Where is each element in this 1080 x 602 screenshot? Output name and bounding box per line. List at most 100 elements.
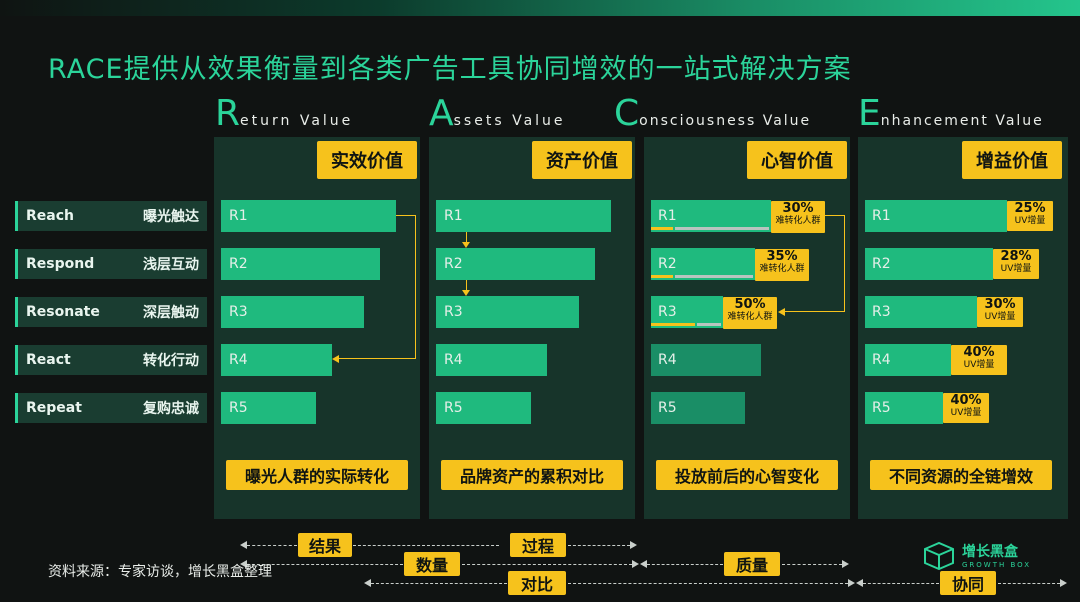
progress-track xyxy=(697,323,721,326)
bar-label: R5 xyxy=(658,400,677,416)
bar-label: R4 xyxy=(229,352,248,368)
arrow-left-icon xyxy=(240,560,247,568)
bar-label: R4 xyxy=(658,352,677,368)
bar-label: R3 xyxy=(229,304,248,320)
enhancement-tag-r1: 25% UV增量 xyxy=(1007,201,1053,231)
enhancement-bar-r4 xyxy=(865,344,951,376)
row-label-resonate: Resonate 深层触动 xyxy=(15,297,207,327)
tag-sub: 难转化人群 xyxy=(759,264,805,274)
enhancement-bar-r3 xyxy=(865,296,977,328)
tag-percent: 50% xyxy=(734,297,766,312)
arrow-left-icon xyxy=(240,541,247,549)
arrow-right-icon xyxy=(842,560,849,568)
assets-bar-r1 xyxy=(436,200,611,232)
bar-label: R5 xyxy=(229,400,248,416)
dashed-line xyxy=(462,564,632,565)
flow-line xyxy=(338,358,416,359)
cube-logo-icon xyxy=(924,541,954,570)
bar-label: R4 xyxy=(444,352,463,368)
column-letter: E xyxy=(858,96,881,134)
row-label-en: Respond xyxy=(26,256,95,272)
assets-bar-r3 xyxy=(436,296,579,328)
column-letter: R xyxy=(215,93,241,134)
column-header-enhancement: Enhancement Value xyxy=(858,96,1080,136)
enhancement-tag-r5: 40% UV增量 xyxy=(943,393,989,423)
return-bar-r3 xyxy=(221,296,364,328)
row-label-cn: 复购忠诚 xyxy=(143,401,199,417)
row-label-en: React xyxy=(26,352,71,368)
column-header-return: Return Value xyxy=(215,96,353,136)
consciousness-bar-r2 xyxy=(651,248,755,280)
progress-highlight xyxy=(651,323,695,326)
row-label-react: React 转化行动 xyxy=(15,345,207,375)
consciousness-tag-r1: 30% 难转化人群 xyxy=(771,201,825,233)
row-label-en: Repeat xyxy=(26,400,82,416)
logo-name: 增长黑盒 xyxy=(962,544,1018,560)
flow-line xyxy=(825,215,845,216)
tag-sub: UV增量 xyxy=(963,360,995,370)
brand-logo: 增长黑盒 GROWTH BOX xyxy=(922,540,1031,570)
arrow-left-icon xyxy=(640,560,647,568)
enhancement-bar-r2 xyxy=(865,248,993,280)
row-label-repeat: Repeat 复购忠诚 xyxy=(15,393,207,423)
progress-highlight xyxy=(651,275,673,278)
bar-label: R3 xyxy=(444,304,463,320)
footer-enhancement: 不同资源的全链增效 xyxy=(870,460,1052,490)
row-label-en: Resonate xyxy=(26,304,100,320)
column-header-assets: Assets Value xyxy=(429,96,566,136)
row-label-cn: 深层触动 xyxy=(143,305,199,321)
bar-label: R4 xyxy=(872,352,891,368)
badge-enhancement: 增益价值 xyxy=(962,141,1062,179)
tag-sub: 难转化人群 xyxy=(775,216,821,226)
dashed-line xyxy=(247,545,297,546)
row-label-cn: 浅层互动 xyxy=(143,257,199,273)
enhancement-tag-r2: 28% UV增量 xyxy=(993,249,1039,279)
dashed-line xyxy=(247,564,403,565)
dashed-line xyxy=(647,564,723,565)
tag-result: 结果 xyxy=(298,533,352,557)
bar-label: R1 xyxy=(658,208,677,224)
row-label-cn: 转化行动 xyxy=(143,353,199,369)
down-arrow-icon xyxy=(462,290,470,296)
column-word: eturn Value xyxy=(240,113,354,129)
tag-percent: 40% xyxy=(963,345,995,360)
return-bar-r5 xyxy=(221,392,316,424)
badge-assets: 资产价值 xyxy=(532,141,632,179)
return-bar-r4 xyxy=(221,344,332,376)
consciousness-tag-r3: 50% 难转化人群 xyxy=(723,297,777,329)
flow-arrow-icon xyxy=(332,355,339,363)
row-label-respond: Respond 浅层互动 xyxy=(15,249,207,279)
tag-percent: 25% xyxy=(1014,201,1046,216)
tag-sub: UV增量 xyxy=(1014,216,1046,226)
source-note: 资料来源：专家访谈，增长黑盒整理 xyxy=(48,564,272,580)
consciousness-bar-r5 xyxy=(651,392,745,424)
tag-quality: 质量 xyxy=(724,552,780,576)
column-letter: A xyxy=(429,93,454,134)
badge-return: 实效价值 xyxy=(317,141,417,179)
assets-bar-r4 xyxy=(436,344,547,376)
flow-line xyxy=(466,280,467,292)
footer-assets: 品牌资产的累积对比 xyxy=(441,460,623,490)
tag-sub: UV增量 xyxy=(950,408,982,418)
tag-percent: 30% xyxy=(984,297,1016,312)
enhancement-tag-r4: 40% UV增量 xyxy=(951,345,1007,375)
arrow-right-icon xyxy=(630,541,637,549)
tag-process: 过程 xyxy=(510,533,566,557)
dashed-line xyxy=(568,583,848,584)
bar-label: R2 xyxy=(444,256,463,272)
flow-line xyxy=(784,311,845,312)
row-label-reach: Reach 曝光触达 xyxy=(15,201,207,231)
consciousness-bar-r3 xyxy=(651,296,723,328)
tag-percent: 28% xyxy=(1000,249,1032,264)
enhancement-tag-r3: 30% UV增量 xyxy=(977,297,1023,327)
column-header-consciousness: Consciousness Value xyxy=(614,96,811,136)
return-bar-r2 xyxy=(221,248,380,280)
arrow-left-icon xyxy=(856,579,863,587)
tag-sub: UV增量 xyxy=(1000,264,1032,274)
enhancement-bar-r1 xyxy=(865,200,1007,232)
enhancement-bar-r5 xyxy=(865,392,943,424)
bar-label: R2 xyxy=(229,256,248,272)
page-title: RACE提供从效果衡量到各类广告工具协同增效的一站式解决方案 xyxy=(48,54,852,85)
dashed-line xyxy=(568,545,630,546)
progress-highlight xyxy=(651,227,673,230)
